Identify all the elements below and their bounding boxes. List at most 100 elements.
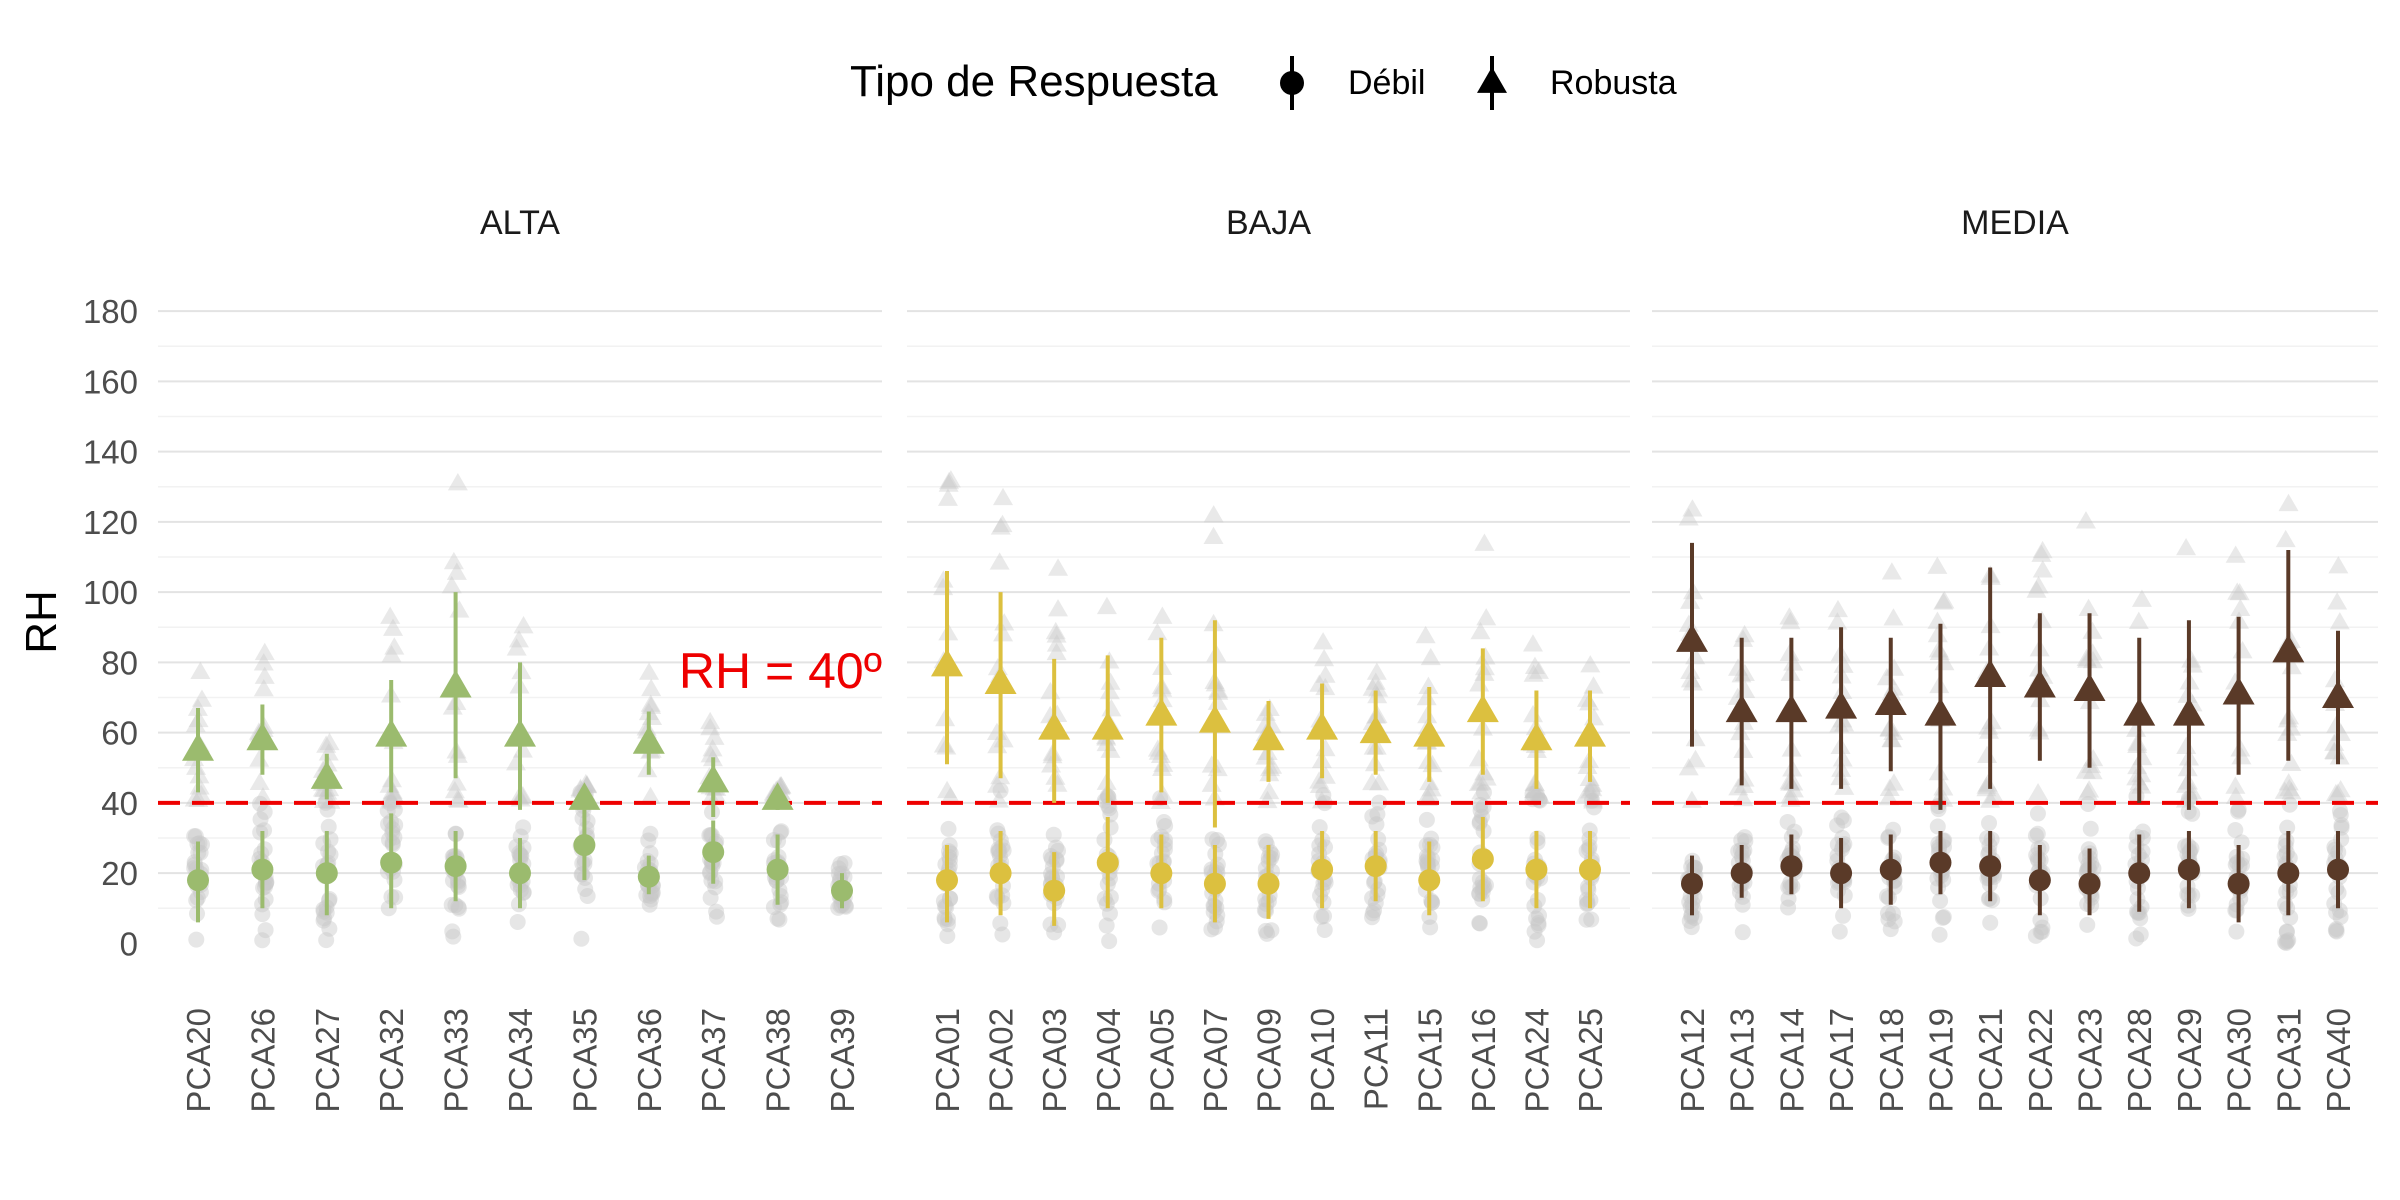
raw-point [1363,737,1384,755]
raw-point [1367,894,1384,911]
x-tick-label: PCA19 [1922,1008,1959,1113]
raw-point [2225,545,2246,563]
raw-point [506,638,527,656]
point-robusta [2172,697,2205,726]
raw-point [1984,785,2005,803]
raw-point [2281,753,2302,772]
point-debil [2177,858,2200,881]
raw-point [1780,890,1797,907]
raw-point [642,825,659,842]
point-robusta [1359,715,1392,744]
raw-point [1259,925,1276,942]
x-tick-label: PCA21 [1972,1008,2009,1113]
raw-point [2075,511,2096,529]
raw-point [320,818,337,835]
raw-point [2279,819,2296,836]
raw-point [319,732,340,751]
raw-point [1523,704,1544,723]
raw-point [640,832,657,849]
raw-point [2128,838,2145,855]
raw-point [1470,772,1491,790]
raw-point [1681,790,1702,808]
raw-point [1366,902,1383,919]
raw-point [1473,808,1490,825]
raw-point [771,911,788,928]
point-robusta [1825,690,1858,719]
point-debil [936,869,958,892]
point-debil [1681,872,1703,895]
raw-point [994,926,1011,943]
raw-point [442,697,463,715]
raw-point [1835,907,1852,924]
summary-markers [182,592,853,923]
raw-point [191,689,212,707]
raw-point [1526,923,1543,940]
raw-point [577,881,594,898]
raw-point [2184,805,2201,822]
point-debil [2028,869,2051,892]
raw-point [252,824,269,841]
raw-point [1155,813,1172,830]
raw-point [1779,813,1796,830]
x-axis-ticks: PCA12 PCA13 PCA14 PCA17 PCA18 PCA19 PCA21 PCA22… [1674,1008,2357,1113]
raw-point [939,471,960,490]
raw-point [2079,780,2100,798]
raw-point [1315,766,1336,784]
raw-point [574,866,591,883]
point-robusta [761,782,794,810]
point-robusta [504,718,536,747]
summary-markers [1676,542,2354,923]
raw-point [638,702,659,721]
raw-point [2082,761,2103,780]
raw-point [642,845,659,862]
x-tick-label: PCA07 [1197,1008,1234,1113]
raw-point [2077,650,2098,668]
raw-point [1421,779,1442,797]
raw-point [1423,894,1440,911]
raw-point [315,912,332,929]
point-robusta [1466,694,1499,723]
raw-point [443,551,464,570]
raw-point [1833,809,1850,826]
raw-point [1207,692,1228,710]
raw-point [1423,830,1440,847]
point-robusta [2123,697,2156,726]
raw-point [1933,778,1954,796]
raw-point [2032,540,2053,559]
raw-point [384,637,405,655]
point-robusta [1775,694,1808,723]
raw-point [2176,775,2197,793]
raw-point [2279,933,2296,950]
raw-point [252,811,269,828]
raw-point [1580,781,1601,799]
raw-point [2181,650,2202,668]
raw-point [1418,811,1435,828]
y-tick-label: 80 [101,644,138,681]
raw-point [316,735,337,753]
raw-point [2132,926,2149,943]
point-debil [1364,855,1387,878]
point-robusta [1413,718,1446,747]
legend: Tipo de Respuesta Débil Robusta [850,56,1677,110]
raw-point [1736,829,1753,846]
x-tick-label: PCA17 [1823,1008,1860,1113]
raw-point [1315,738,1336,757]
raw-point [1369,806,1386,823]
point-debil [831,879,853,902]
raw-point [1045,826,1062,843]
raw-point [2131,904,2148,921]
raw-point [321,920,338,937]
raw-point [185,714,206,733]
raw-point [2281,782,2302,800]
raw-point [191,784,212,802]
raw-point [1476,768,1497,786]
raw-point [512,785,533,804]
raw-point [1313,632,1334,650]
raw-point [1364,909,1381,926]
raw-point [2131,764,2152,783]
raw-point [2228,902,2245,919]
raw-point [1882,921,1899,938]
raw-point [2033,923,2050,940]
raw-point [933,570,954,588]
x-tick-label: PCA33 [438,1008,475,1113]
